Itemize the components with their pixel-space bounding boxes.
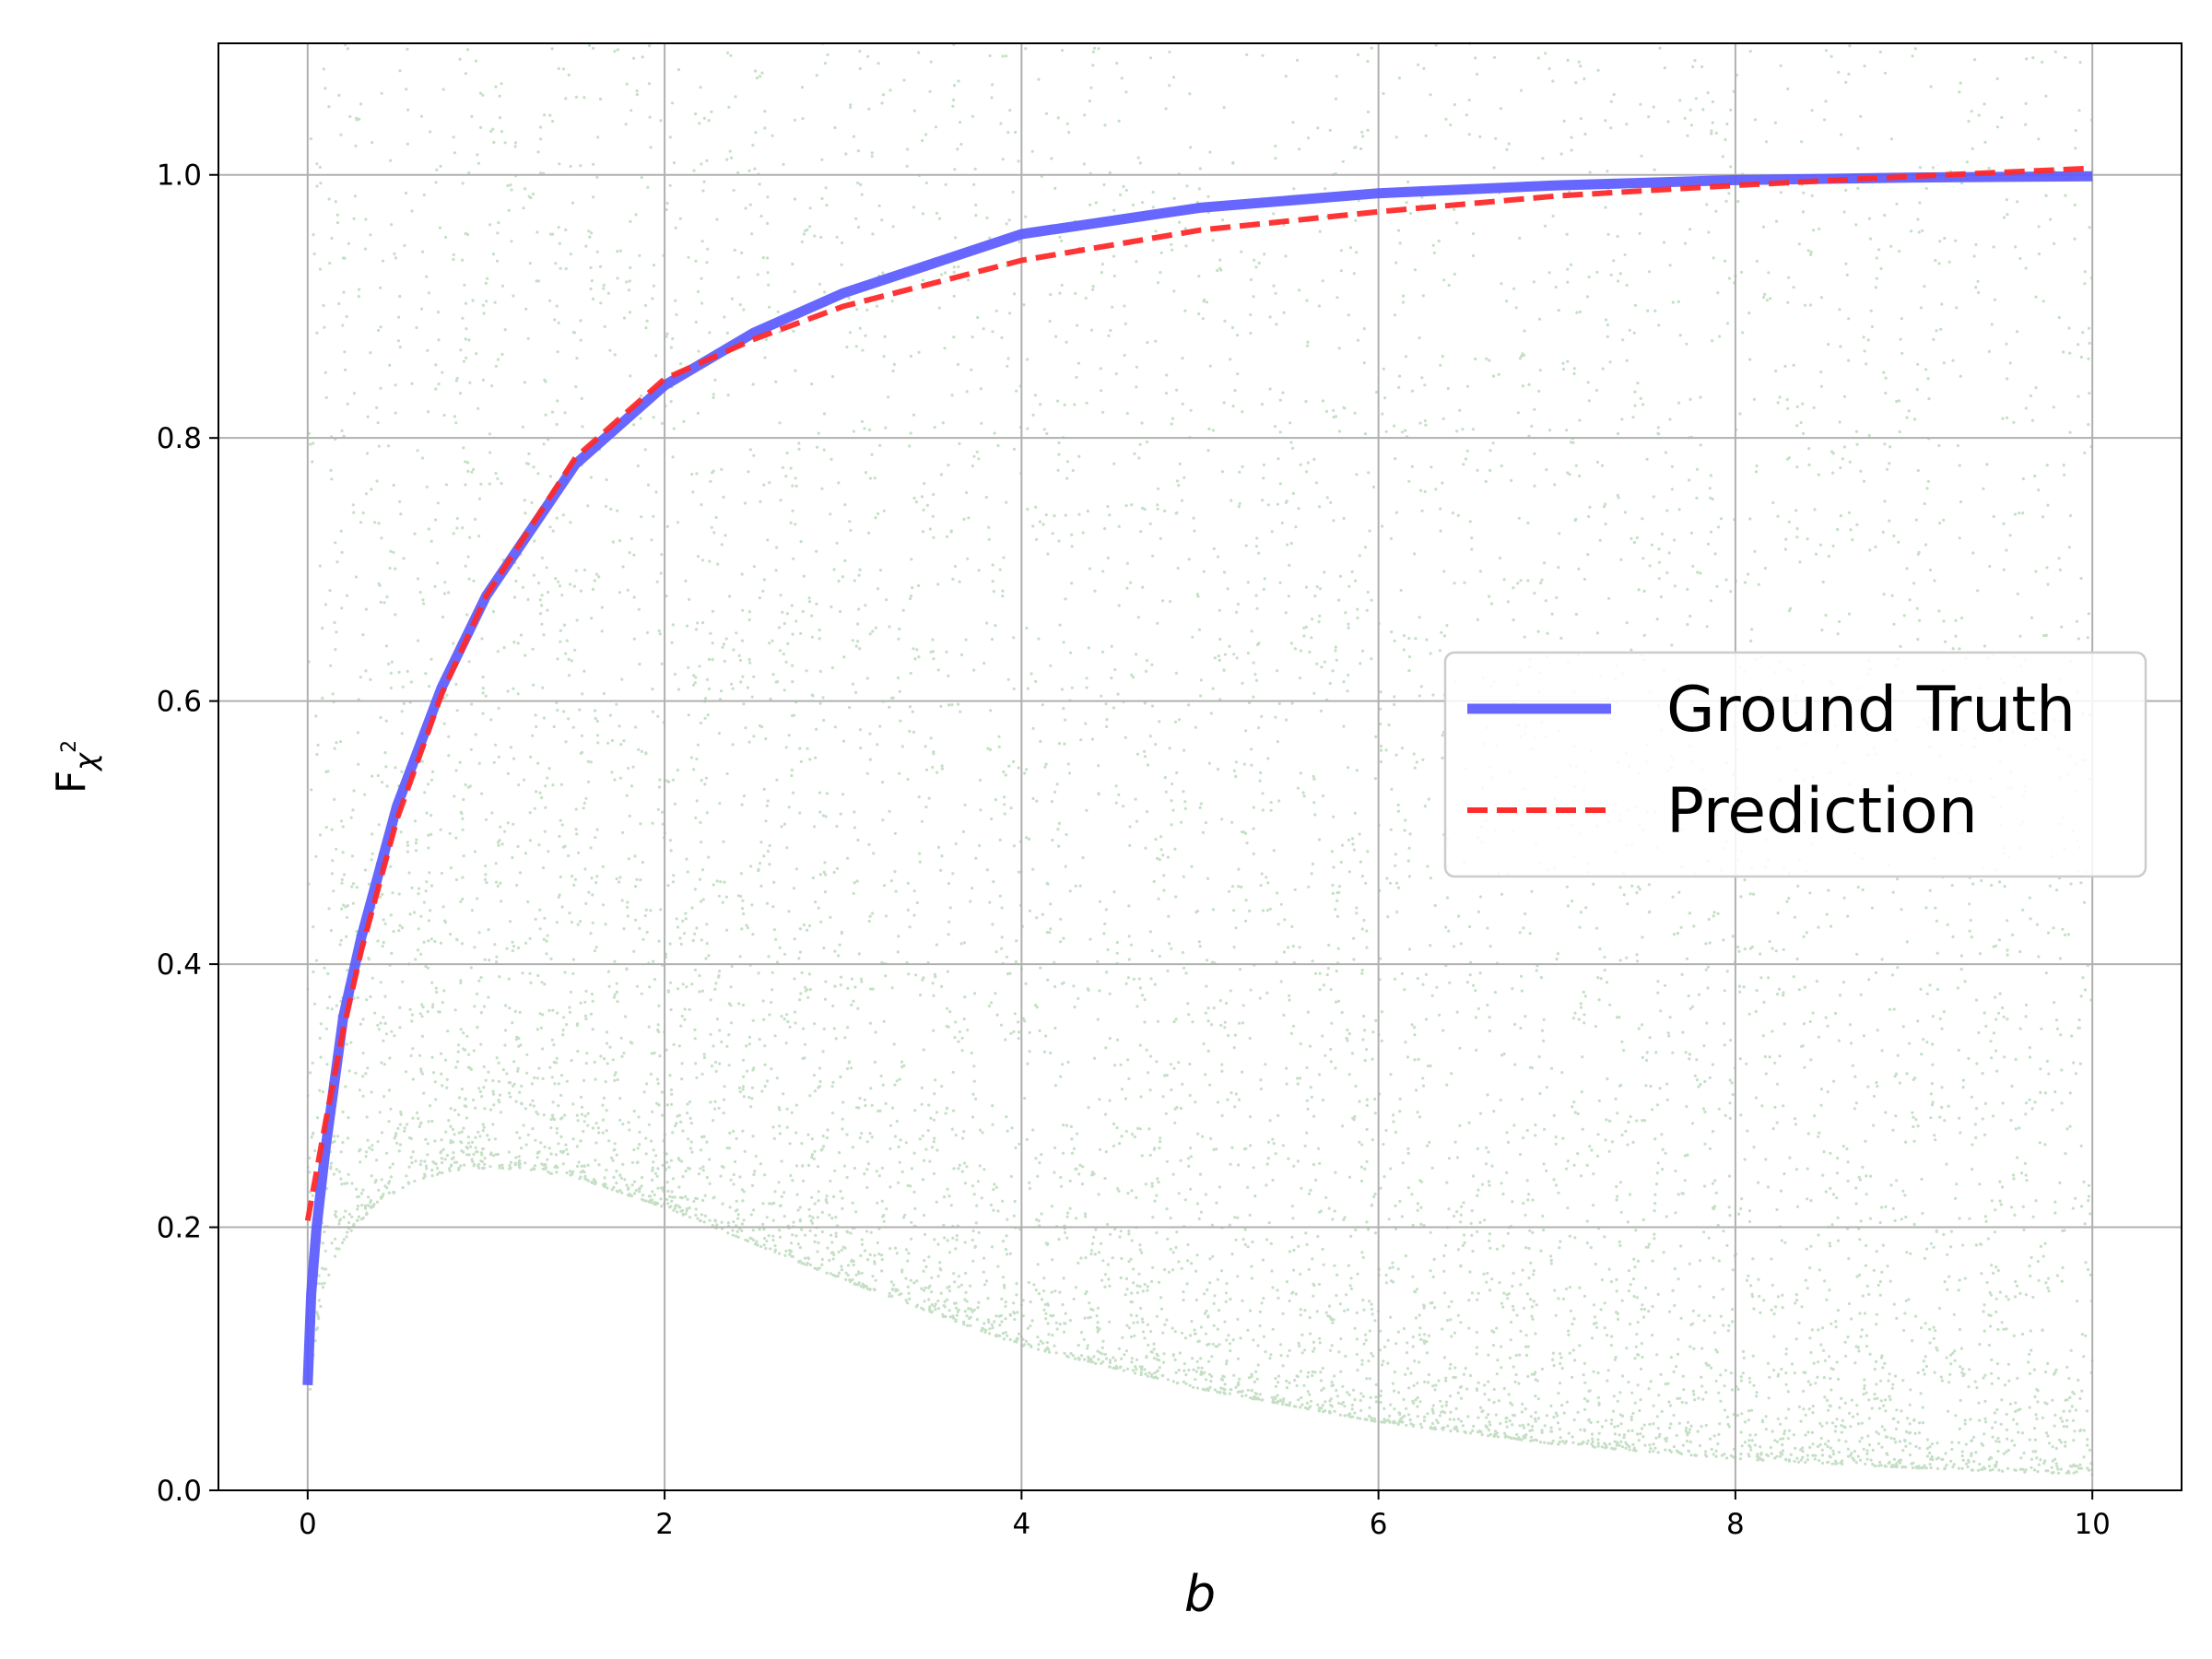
plot-frame [218, 42, 2183, 1491]
y-tick-label-4: 0.8 [157, 422, 202, 455]
x-tick-label-3: 6 [1370, 1508, 1388, 1541]
y-tick-label-1: 0.2 [157, 1212, 202, 1245]
y-tick-label-2: 0.4 [157, 948, 202, 982]
y-tick-label-3: 0.6 [157, 686, 202, 719]
y-axis-label: Fχ2 [48, 740, 103, 794]
x-tick-label-1: 2 [655, 1508, 674, 1541]
axis-ticks: 0 2 4 6 8 10 0.0 0.2 0.4 0.6 0.8 1.0 [157, 159, 2111, 1541]
series-lines [302, 165, 2093, 1386]
x-tick-label-2: 4 [1012, 1508, 1030, 1541]
x-axis-label: b [1184, 1565, 1216, 1623]
x-tick-label-5: 10 [2074, 1508, 2110, 1541]
legend-label-0: Ground Truth [1666, 674, 2076, 747]
legend: Ground Truth Prediction [1443, 651, 2147, 878]
y-tick-label-0: 0.0 [157, 1475, 202, 1508]
legend-box [1443, 651, 2147, 878]
y-tick-label-5: 1.0 [157, 159, 202, 193]
x-tick-label-0: 0 [299, 1508, 317, 1541]
x-tick-label-4: 8 [1726, 1508, 1745, 1541]
series-line-prediction [304, 165, 2093, 1221]
series-line-ground-truth [302, 171, 2093, 1386]
legend-label-1: Prediction [1666, 775, 1978, 848]
